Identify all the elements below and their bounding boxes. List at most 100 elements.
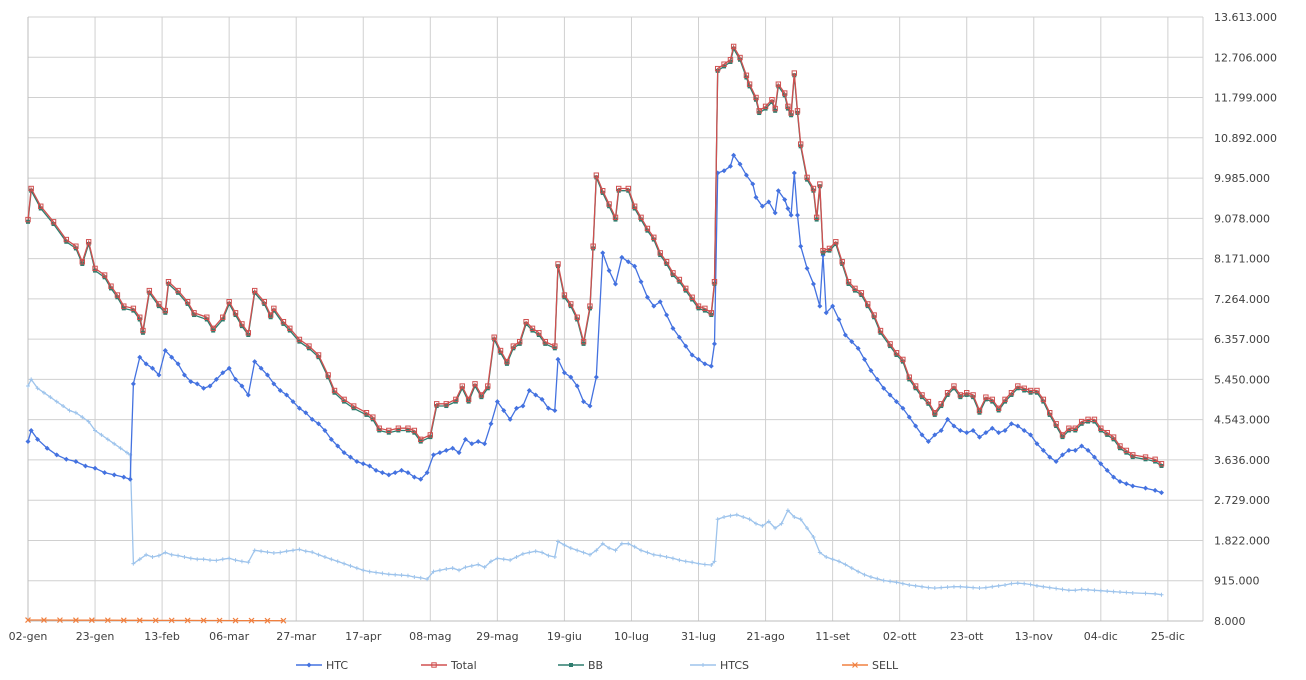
series-htc-point xyxy=(501,407,507,413)
x-tick-label: 31-lug xyxy=(681,630,716,643)
series-total-point xyxy=(331,387,338,394)
series-htc-point xyxy=(743,172,749,178)
series-htcs-point xyxy=(639,548,644,553)
series-sell-point xyxy=(72,617,79,624)
series-htc-point xyxy=(488,421,494,427)
series-total-point xyxy=(1027,387,1034,394)
series-total-point xyxy=(232,310,239,316)
series-htcs-point xyxy=(86,419,91,424)
x-tick-label: 29-mag xyxy=(476,630,518,643)
series-total-point xyxy=(877,327,884,334)
series-htc-point xyxy=(431,452,437,458)
series-htc-point xyxy=(842,332,848,338)
series-htcs-point xyxy=(118,446,123,451)
legend-bb-point xyxy=(569,663,573,667)
series-sell xyxy=(25,617,287,624)
series-htcs-point xyxy=(888,579,893,584)
series-total-point xyxy=(108,283,114,289)
y-tick-label: 9.078.000 xyxy=(1214,212,1270,225)
series-total-point xyxy=(472,381,478,387)
series-total-point xyxy=(893,350,900,356)
series-htc-point xyxy=(775,188,781,194)
series-htc-point xyxy=(683,343,689,349)
series-htcs-point xyxy=(233,558,238,563)
series-total-point xyxy=(504,358,510,365)
series-htcs-point xyxy=(278,550,283,555)
series-htc-point xyxy=(437,450,443,456)
series-htcs-point xyxy=(514,554,519,559)
series-total-point xyxy=(1078,418,1085,425)
series-htc-point xyxy=(475,439,481,445)
series-htcs-point xyxy=(581,550,586,555)
series-htcs-point xyxy=(562,542,567,547)
series-htcs-point xyxy=(316,552,321,557)
series-htc-point xyxy=(44,445,50,451)
series-htcs-point xyxy=(26,384,30,389)
series-htc-point xyxy=(360,461,366,467)
series-htc-point xyxy=(233,376,239,382)
series-total-point xyxy=(983,394,989,400)
series-htc-point xyxy=(392,470,398,476)
series-htc-point xyxy=(175,361,181,367)
series-htc-point xyxy=(367,463,373,469)
series-total-point xyxy=(1091,416,1098,423)
series-htc-point xyxy=(405,470,411,476)
series-sell-point xyxy=(41,617,47,623)
series-total-point xyxy=(165,279,172,285)
series-htc-point xyxy=(794,212,800,218)
series-htcs-point xyxy=(335,559,340,564)
series-htc-point xyxy=(207,383,213,389)
series-htc-point xyxy=(976,434,982,440)
series-total-point xyxy=(762,103,769,110)
series-total-point xyxy=(101,272,108,278)
series-total-point xyxy=(411,427,418,434)
series-sell-point xyxy=(280,617,287,624)
series-htcs-point xyxy=(926,585,931,590)
series-htcs-point xyxy=(252,548,257,553)
series-total-point xyxy=(1085,416,1091,423)
y-tick-label: 8.000 xyxy=(1214,615,1246,628)
series-htcs-point xyxy=(722,515,727,520)
series-htcs-point xyxy=(354,566,359,571)
series-total-point xyxy=(280,318,287,325)
series-htc-point xyxy=(181,372,187,378)
series-htc-point xyxy=(664,312,670,318)
series-total-point xyxy=(1021,385,1027,391)
series-htc-point xyxy=(258,365,264,371)
series-htc-point xyxy=(450,445,456,451)
series-htc-point xyxy=(651,303,657,309)
series-htcs-point xyxy=(48,395,53,400)
series-htc-point xyxy=(399,467,405,473)
legend-htc-point xyxy=(306,662,312,668)
series-htcs-point xyxy=(894,580,899,585)
series-htc-point xyxy=(482,441,488,447)
series-total-point xyxy=(427,432,434,438)
series-total-point xyxy=(670,270,676,276)
series-htcs-point xyxy=(399,573,404,578)
legend: HTC Total BB HTCS SELL xyxy=(296,659,899,672)
series-total-point xyxy=(210,325,216,332)
series-htc-point xyxy=(507,416,513,422)
series-htc-point xyxy=(887,392,893,398)
series-total-point xyxy=(612,214,619,221)
series-total-point xyxy=(625,185,631,192)
series-htc-point xyxy=(1091,454,1097,460)
series-htcs-point xyxy=(386,572,391,577)
series-total-point xyxy=(130,305,137,312)
series-htc-point xyxy=(150,365,156,371)
series-htc-point xyxy=(1002,427,1008,433)
series-htcs-point xyxy=(862,572,867,577)
series-total-point xyxy=(711,279,718,285)
series-total-point xyxy=(245,330,252,336)
series-htc-point xyxy=(156,372,162,378)
series-total-point xyxy=(146,287,153,294)
series-htcs-point xyxy=(824,554,829,559)
series-htc-point xyxy=(226,365,232,371)
series-htc-point xyxy=(443,447,449,453)
series-htc-point xyxy=(213,376,219,382)
series-htcs-point xyxy=(798,517,803,522)
series-total-point xyxy=(826,245,833,252)
series-total-point xyxy=(491,334,497,340)
series-htc-point xyxy=(702,361,708,367)
series-htc-point xyxy=(379,470,385,476)
